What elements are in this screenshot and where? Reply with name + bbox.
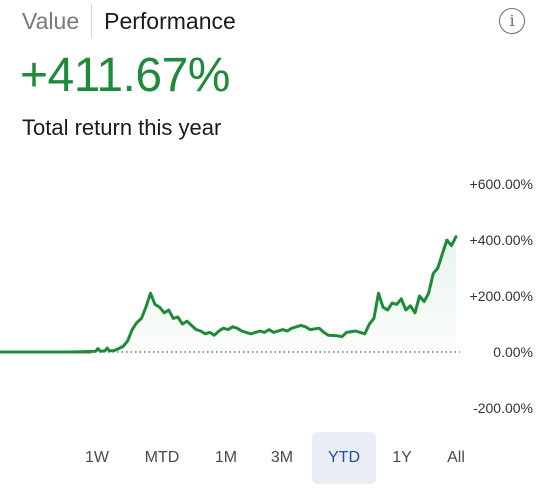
time-range-selector: 1W MTD 1M 3M YTD 1Y All — [0, 432, 553, 486]
info-icon[interactable]: i — [499, 8, 525, 34]
info-icon-glyph: i — [509, 11, 515, 30]
total-return-caption: Total return this year — [22, 115, 222, 140]
view-tabs: Value Performance — [22, 4, 236, 38]
total-return-value: +411.67% — [20, 49, 230, 102]
performance-area — [0, 236, 456, 352]
tab-value[interactable]: Value — [22, 8, 80, 34]
tab-performance[interactable]: Performance — [104, 8, 236, 34]
y-tick-label: +600.00% — [470, 176, 533, 192]
tab-divider — [91, 4, 93, 38]
range-button-1y[interactable]: 1Y — [392, 449, 412, 466]
performance-line — [0, 235, 458, 354]
range-button-all[interactable]: All — [447, 449, 465, 466]
y-tick-label: +200.00% — [470, 288, 533, 304]
y-tick-label: +400.00% — [470, 232, 533, 248]
range-button-ytd[interactable]: YTD — [312, 432, 376, 484]
y-tick-label: -200.00% — [473, 400, 533, 416]
range-button-1m[interactable]: 1M — [214, 449, 238, 466]
performance-chart: +600.00% +400.00% +200.00% 0.00% -200.00% — [0, 176, 533, 416]
range-button-1w[interactable]: 1W — [85, 449, 109, 466]
range-button-3m[interactable]: 3M — [270, 449, 294, 466]
y-tick-label: 0.00% — [493, 344, 533, 360]
range-button-mtd[interactable]: MTD — [144, 449, 180, 466]
